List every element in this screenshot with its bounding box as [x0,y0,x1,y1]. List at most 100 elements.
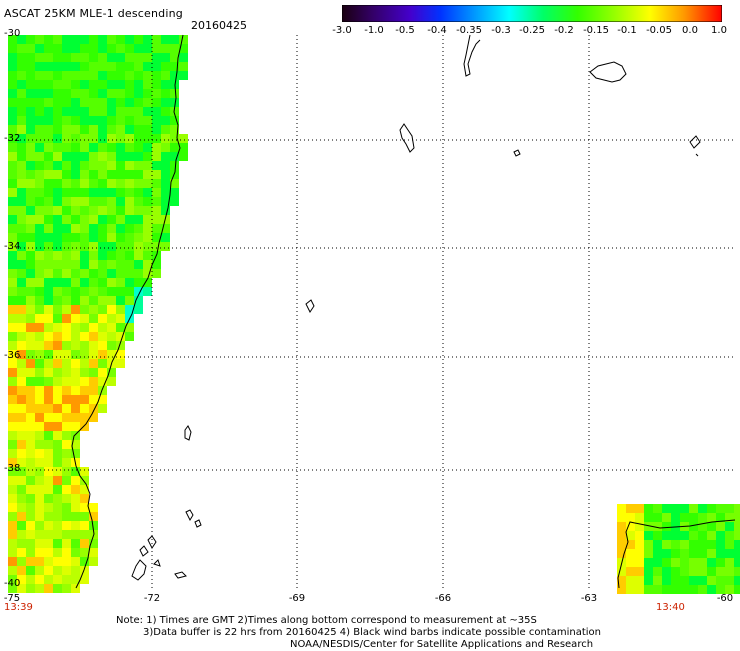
swath-cell [179,143,188,152]
swath-cell [89,548,98,557]
swath-cell [71,197,80,206]
swath-cell [98,323,107,332]
swath-cell [35,368,44,377]
swath-cell [26,179,35,188]
swath-cell [62,539,71,548]
swath-cell [80,512,89,521]
swath-cell [35,188,44,197]
colorbar-tick: -0.3 [491,25,511,36]
swath-cell [71,71,80,80]
swath-cell [26,467,35,476]
swath-cell [80,467,89,476]
swath-cell [707,549,716,558]
swath-cell [725,585,734,594]
swath-cell [35,152,44,161]
swath-cell [62,440,71,449]
swath-cell [707,567,716,576]
swath-cell [170,134,179,143]
swath-cell [26,485,35,494]
swath-cell [62,314,71,323]
swath-cell [53,359,62,368]
swath-cell [71,359,80,368]
swath-cell [671,531,680,540]
swath-cell [80,386,89,395]
swath-cell [689,549,698,558]
swath-cell [725,540,734,549]
swath-cell [17,566,26,575]
swath-cell [116,233,125,242]
swath-cell [35,260,44,269]
swath-cell [80,494,89,503]
swath-cell [62,260,71,269]
swath-cell [35,314,44,323]
swath-cell [8,44,17,53]
swath-cell [161,161,170,170]
swath-cell [134,278,143,287]
swath-cell [71,107,80,116]
swath-cell [53,422,62,431]
swath-cell [125,107,134,116]
swath-cell [152,179,161,188]
swath-cell [17,233,26,242]
swath-cell [8,521,17,530]
swath-cell [143,107,152,116]
swath-cell [71,53,80,62]
swath-cell [62,386,71,395]
swath-cell [62,80,71,89]
swath-cell [44,251,53,260]
swath-cell [53,449,62,458]
swath-cell [125,98,134,107]
swath-cell [71,404,80,413]
swath-cell [680,513,689,522]
swath-cell [71,206,80,215]
swath-cell [725,558,734,567]
swath-cell [35,161,44,170]
swath-cell [125,152,134,161]
swath-cell [80,134,89,143]
swath-cell [617,549,626,558]
swath-cell [125,242,134,251]
swath-cell [89,170,98,179]
swath-cell [44,512,53,521]
swath-cell [44,485,53,494]
swath-cell [53,476,62,485]
swath-cell [170,35,179,44]
swath-cell [161,233,170,242]
swath-cell [698,540,707,549]
swath-cell [89,53,98,62]
swath-cell [689,522,698,531]
swath-cell [71,368,80,377]
colorbar-tick: -0.5 [395,25,415,36]
swath-cell [116,314,125,323]
swath-cell [698,522,707,531]
swath-cell [89,89,98,98]
swath-cell [89,206,98,215]
swath-cell [35,359,44,368]
swath-cell [80,152,89,161]
swath-cell [170,197,179,206]
swath-cell [71,233,80,242]
swath-cell [53,467,62,476]
swath-cell [134,179,143,188]
lon-label: -63 [580,593,598,604]
swath-cell [125,116,134,125]
swath-cell [107,197,116,206]
swath-cell [71,170,80,179]
lon-label: -72 [143,593,161,604]
swath-cell [161,206,170,215]
swath-cell [17,98,26,107]
swath-cell [71,287,80,296]
island-chiloe [184,425,192,441]
swath-cell [653,504,662,513]
swath-cell [170,125,179,134]
swath-cell [53,107,62,116]
swath-cell [26,62,35,71]
swath-cell [116,35,125,44]
swath-cell [62,584,71,593]
lat-label: -38 [4,463,21,474]
swath-cell [116,206,125,215]
swath-cell [635,549,644,558]
swath-cell [17,116,26,125]
swath-cell [707,504,716,513]
swath-cell [107,251,116,260]
